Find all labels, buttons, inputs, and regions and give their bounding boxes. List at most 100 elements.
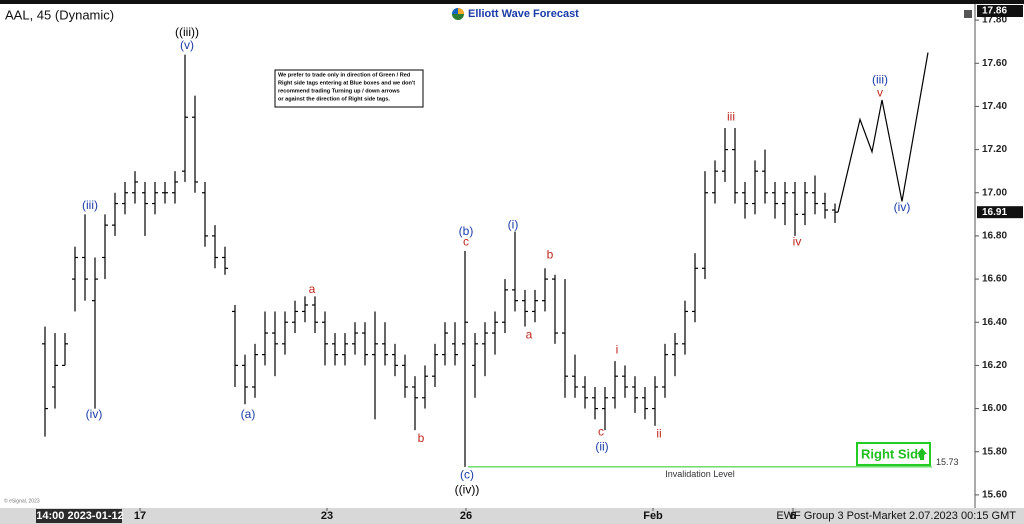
ohlc-bar <box>372 311 378 420</box>
ohlc-bar <box>142 181 148 236</box>
ohlc-bar <box>822 192 828 219</box>
y-tick-label: 17.80 <box>982 15 1007 26</box>
ohlc-bar <box>742 181 748 219</box>
y-tick-label: 16.40 <box>982 317 1007 328</box>
window-icon <box>964 10 972 18</box>
ohlc-bar <box>492 311 498 355</box>
y-tick-label: 16.00 <box>982 403 1007 414</box>
ohlc-bar <box>312 296 318 334</box>
projection-path <box>837 52 929 213</box>
ohlc-bar <box>72 246 78 312</box>
ohlc-bar <box>752 160 758 215</box>
ohlc-bar <box>622 365 628 398</box>
ohlc-bar <box>482 322 488 377</box>
ohlc-bar <box>772 181 778 219</box>
ohlc-bar <box>762 149 768 204</box>
y-tick-label: 17.40 <box>982 101 1007 112</box>
wave-label: (v) <box>180 38 194 52</box>
wave-label: a <box>526 327 533 341</box>
invalidation-label: Invalidation Level <box>665 469 735 479</box>
ohlc-bar <box>332 333 338 366</box>
ohlc-bar <box>582 376 588 409</box>
ohlc-bar <box>462 251 468 467</box>
price-label-box <box>977 5 1023 17</box>
copyright: © eSignal, 2023 <box>4 497 40 504</box>
invalidation-value: 15.73 <box>936 457 959 467</box>
ohlc-bar <box>292 300 298 334</box>
ohlc-bar <box>202 181 208 247</box>
price-label: 16.91 <box>982 207 1007 218</box>
ohlc-bar <box>262 311 268 366</box>
wave-label: (a) <box>241 407 256 421</box>
wave-label: ((iii)) <box>175 25 199 39</box>
ohlc-bar <box>832 203 838 223</box>
right-side-frame <box>856 442 931 466</box>
wave-label: (b) <box>459 224 474 238</box>
ohlc-bar <box>242 354 248 405</box>
wave-label: (c) <box>460 468 474 482</box>
wave-label: iv <box>793 235 802 249</box>
top-border <box>0 0 1024 4</box>
logo-icon-part <box>452 8 458 14</box>
brand-logo: Elliott Wave Forecast <box>452 8 579 20</box>
ohlc-bar <box>172 171 178 204</box>
y-tick-label: 17.00 <box>982 187 1007 198</box>
ohlc-bar <box>252 343 258 398</box>
ohlc-bar <box>132 171 138 204</box>
ohlc-bar <box>712 160 718 204</box>
chart-title: AAL, 45 (Dynamic) <box>5 7 114 22</box>
ohlc-bar <box>102 214 108 280</box>
brand-name: Elliott Wave Forecast <box>468 8 579 20</box>
x-tick-label: 17 <box>134 510 146 522</box>
ohlc-bar <box>732 128 738 204</box>
ohlc-bar <box>472 333 478 398</box>
time-axis-bar <box>0 508 1024 524</box>
note-frame <box>274 69 424 108</box>
ohlc-bar <box>122 181 128 215</box>
ohlc-bar <box>722 128 728 182</box>
ohlc-bar <box>222 246 228 275</box>
ohlc-bar <box>82 214 88 301</box>
ohlc-bar <box>52 333 58 409</box>
wave-label: c <box>463 235 469 249</box>
ohlc-bar <box>602 386 608 431</box>
ohlc-bar <box>692 253 698 323</box>
ohlc-bar <box>432 343 438 387</box>
logo-icon-part <box>458 8 464 14</box>
wave-label: (iii) <box>872 73 888 87</box>
wave-label: ((iv)) <box>455 483 480 497</box>
y-tick-label: 16.20 <box>982 360 1007 371</box>
wave-label: (iv) <box>894 200 911 214</box>
up-arrow <box>917 448 927 460</box>
ohlc-bar <box>542 268 548 312</box>
wave-label: b <box>547 248 554 262</box>
note-line: or against the direction of Right side t… <box>278 96 390 102</box>
ohlc-bar <box>162 181 168 204</box>
x-tick-label: 23 <box>321 510 333 522</box>
wave-label: ii <box>656 427 661 441</box>
wave-label: b <box>418 431 425 445</box>
y-tick-label: 15.80 <box>982 446 1007 457</box>
ohlc-bar <box>362 322 368 366</box>
ohlc-bar <box>412 376 418 431</box>
y-tick-label: 15.60 <box>982 490 1007 501</box>
wave-label: (ii) <box>595 440 608 454</box>
ohlc-bar <box>502 279 508 334</box>
wave-label: iii <box>727 109 735 123</box>
wave-label: (i) <box>508 217 519 231</box>
ohlc-bar <box>92 257 98 409</box>
ohlc-bar <box>792 181 798 236</box>
wave-label: c <box>598 424 604 438</box>
ohlc-bar <box>672 333 678 377</box>
x-tick-label: Feb <box>643 510 663 522</box>
note-line: Right side tags entering at Blue boxes a… <box>278 80 415 86</box>
ohlc-bar <box>182 54 188 182</box>
note-line: We prefer to trade only in direction of … <box>278 72 411 78</box>
x-tick-label: 26 <box>460 510 472 522</box>
ohlc-bar <box>302 296 308 323</box>
ohlc-bar <box>442 322 448 366</box>
ohlc-bar <box>382 322 388 366</box>
ohlc-bar <box>422 365 428 409</box>
right-side-box: Right Side <box>856 442 931 466</box>
ohlc-bar <box>682 300 688 355</box>
